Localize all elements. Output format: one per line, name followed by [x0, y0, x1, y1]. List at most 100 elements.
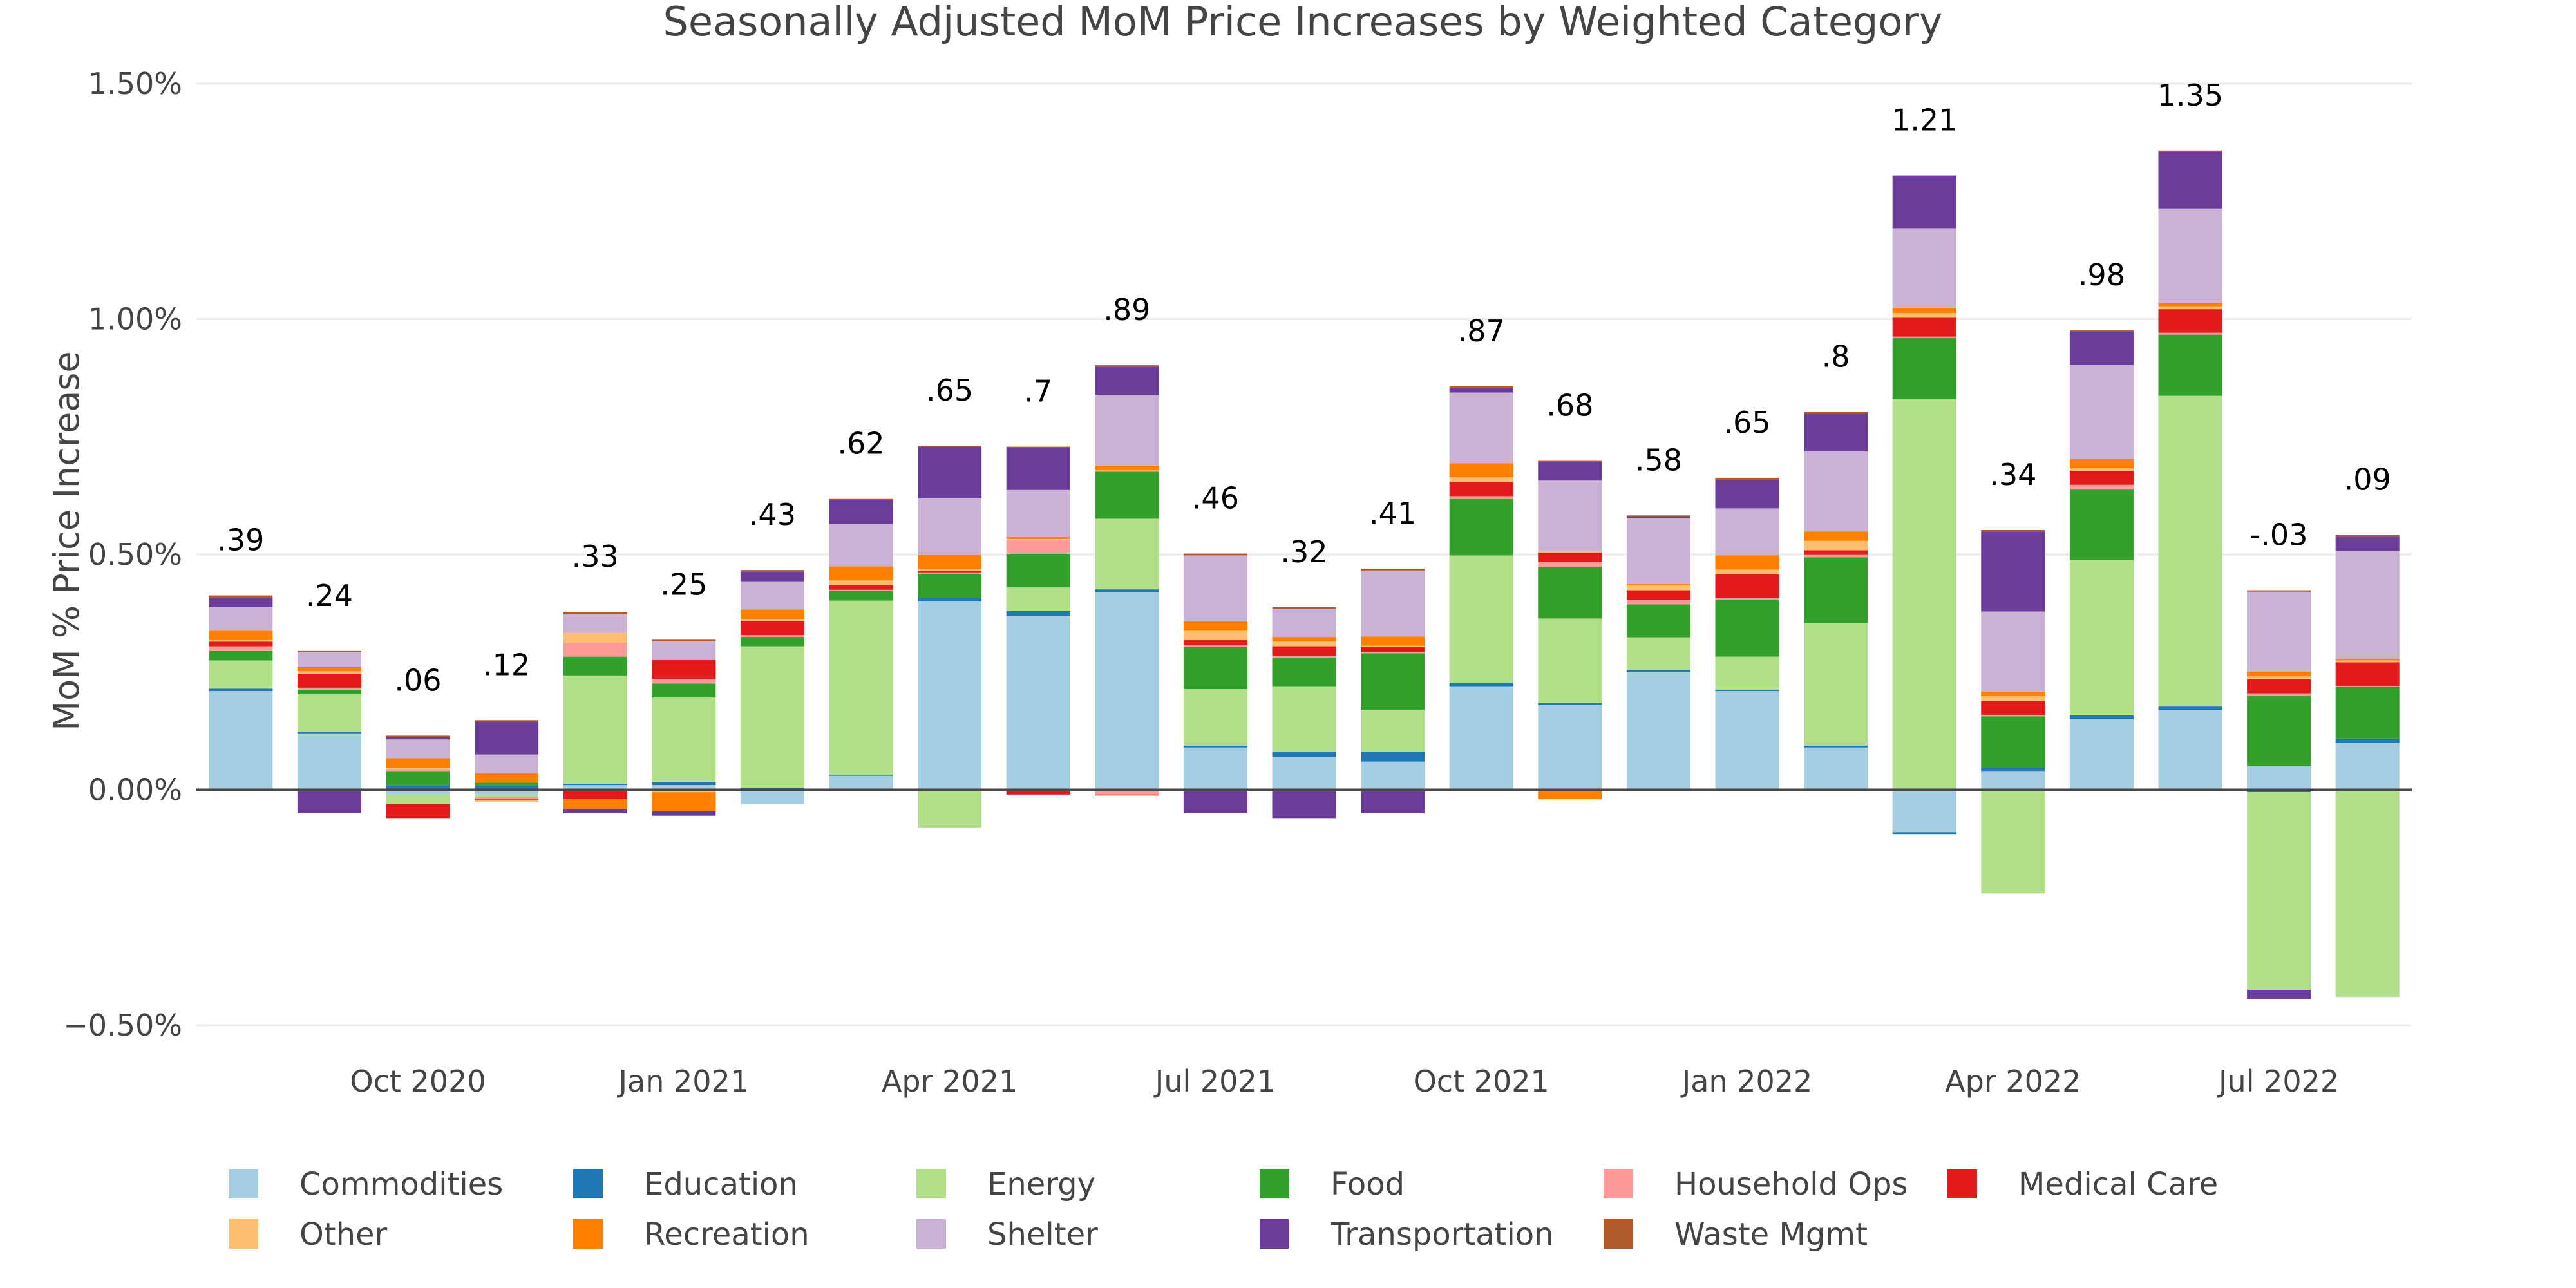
bar-segment [209, 607, 273, 631]
bar-segment [2335, 535, 2400, 537]
bar-segment [1892, 337, 1956, 399]
x-tick-label: Jul 2022 [2217, 1064, 2339, 1099]
bar-segment [1449, 386, 1513, 388]
x-tick-label: Jan 2022 [1680, 1064, 1813, 1099]
bar-segment [1183, 745, 1247, 748]
legend-item[interactable]: Household Ops [1604, 1166, 1908, 1202]
bar-segment [1095, 589, 1159, 592]
bar-segment [1538, 790, 1602, 800]
x-tick-label: Oct 2020 [350, 1064, 486, 1099]
bar-segment [1006, 448, 1070, 490]
legend-item[interactable]: Energy [916, 1166, 1095, 1202]
bar-segment [918, 601, 982, 790]
bar-segment [1715, 555, 1779, 570]
bar-segment [829, 775, 893, 776]
series-food [209, 334, 2400, 786]
bar-segment [2069, 484, 2134, 490]
bar-segment [1272, 790, 1336, 819]
total-label: 1.35 [2157, 78, 2223, 113]
bar-segment [475, 782, 539, 786]
total-label: 1.21 [1891, 103, 1957, 138]
legend[interactable]: Commodities Education Energy Food Household … [229, 1166, 2218, 1253]
bar-segment [829, 498, 893, 500]
bar-segment [1272, 658, 1336, 687]
bar-segment [1095, 366, 1159, 395]
legend-item[interactable]: Other [229, 1217, 388, 1253]
bar-segment [2069, 719, 2134, 790]
bar-segment [1804, 540, 1868, 551]
bar-segment [1361, 761, 1425, 790]
bar-segment [1892, 312, 1956, 318]
total-label: .33 [572, 539, 619, 574]
bar-segment [2335, 738, 2400, 743]
legend-item[interactable]: Recreation [573, 1217, 810, 1253]
legend-item[interactable]: Transportation [1260, 1217, 1554, 1253]
bar-segment [1183, 640, 1247, 645]
bar-segment [386, 758, 450, 768]
bar-segment [563, 633, 627, 643]
bar-segment [652, 639, 716, 641]
bar-segment [1715, 569, 1779, 574]
bar-segment [2158, 706, 2222, 710]
legend-swatch [1947, 1169, 1977, 1198]
bar-segment [652, 641, 716, 660]
series-commodities [209, 592, 2400, 833]
bar-segment [2069, 468, 2134, 471]
bar-segment [1449, 682, 1513, 687]
bar-segment [1804, 554, 1868, 558]
bar-segment [386, 735, 450, 737]
bar-segment [2335, 659, 2400, 661]
bar-segment [386, 769, 450, 772]
bar-segment [563, 612, 627, 614]
x-tick-label: Apr 2021 [882, 1064, 1018, 1099]
bar-segment [1449, 482, 1513, 497]
bar-segment [1006, 554, 1070, 588]
bar-segment [1361, 647, 1425, 652]
legend-swatch [1260, 1169, 1289, 1198]
bar-segment [475, 797, 539, 799]
legend-item[interactable]: Shelter [916, 1217, 1098, 1253]
legend-item[interactable]: Food [1260, 1166, 1405, 1202]
bar-segment [829, 775, 893, 790]
bar-segment [1626, 516, 1690, 518]
legend-item[interactable]: Waste Mgmt [1604, 1217, 1868, 1253]
bar-segment [563, 614, 627, 634]
bar-segment [2247, 990, 2311, 999]
bar-segment [1538, 460, 1602, 462]
bar-segment [1626, 604, 1690, 638]
series-household-ops [209, 332, 2400, 799]
bar-segment [2335, 687, 2400, 739]
bar-segment [386, 771, 450, 786]
bar-segment [1804, 623, 1868, 746]
bar-segment [1804, 550, 1868, 555]
bar-segment [209, 690, 273, 790]
legend-swatch [1604, 1169, 1633, 1198]
total-label: .8 [1822, 339, 1850, 374]
legend-swatch [229, 1169, 258, 1198]
bar-segment [1183, 647, 1247, 690]
legend-item[interactable]: Education [573, 1166, 798, 1202]
bar-segment [1715, 477, 1779, 480]
legend-item[interactable]: Commodities [229, 1166, 503, 1202]
bar-segment [740, 635, 804, 637]
bar-segment [475, 720, 539, 722]
bar-segment [652, 785, 716, 790]
bar-segment [1804, 412, 1868, 414]
bar-segment [2069, 330, 2134, 332]
bar-segment [918, 790, 982, 828]
bar-segment [475, 790, 539, 795]
legend-item[interactable]: Medical Care [1947, 1166, 2218, 1202]
bar-segment [563, 790, 627, 800]
bar-segment [1892, 336, 1956, 338]
y-tick-label: 1.50% [88, 66, 182, 101]
bar-segment [2247, 591, 2311, 672]
bar-segment [1095, 395, 1159, 466]
total-label: .39 [217, 523, 264, 558]
bar-segment [1715, 574, 1779, 598]
bar-segment [2069, 470, 2134, 485]
bar-segment [2158, 309, 2222, 333]
bar-segment [475, 773, 539, 783]
bar-segment [1095, 592, 1159, 790]
bar-segment [1183, 689, 1247, 746]
bar-segment [1981, 715, 2045, 717]
